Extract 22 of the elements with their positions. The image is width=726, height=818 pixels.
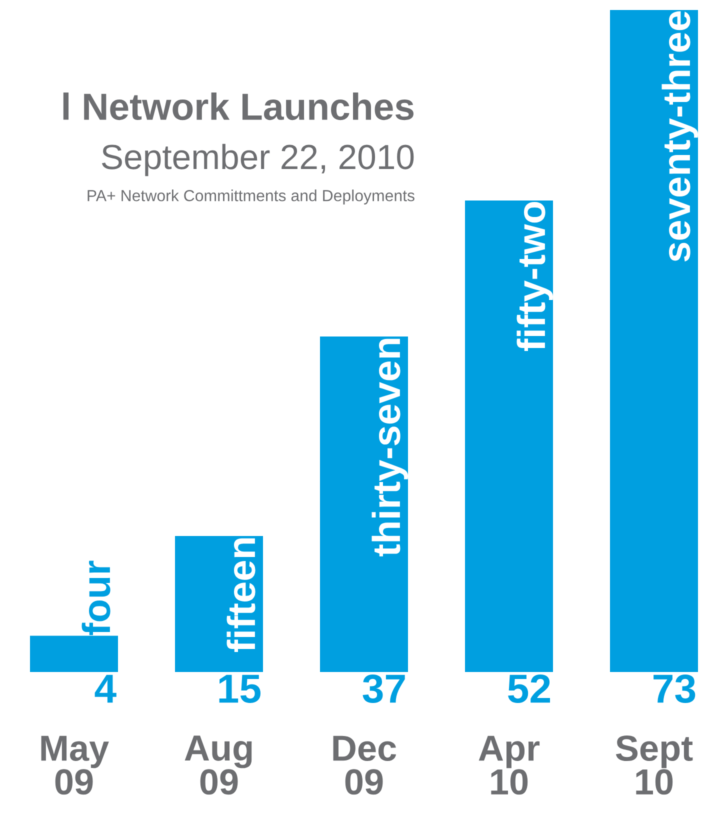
annotation: seventy-three: [662, 11, 698, 262]
bar: [610, 10, 698, 672]
data-label: 37: [362, 674, 405, 704]
annotation: four: [82, 560, 110, 636]
bar: [465, 200, 553, 672]
x-tick-label: May 09: [41, 736, 109, 795]
x-tick-label: Apr 10: [478, 736, 540, 795]
bar: [30, 636, 118, 672]
annotation: fifty-two: [516, 202, 553, 351]
text: September 22, 2010: [102, 144, 414, 176]
annotation: PA+ Network Committments and Deployments: [88, 190, 414, 204]
bar: [320, 336, 408, 672]
annotation: thirty-seven: [372, 338, 408, 556]
data-label: 52: [508, 674, 550, 703]
data-label: 15: [219, 674, 260, 703]
x-tick-label: Sept 10: [616, 735, 693, 795]
text: l Network Launches: [63, 92, 414, 120]
data-label: 4: [94, 674, 116, 703]
annotation: fifteen: [226, 538, 256, 652]
x-tick-label: Dec 09: [333, 736, 396, 795]
x-tick-label: Aug 09: [184, 736, 252, 795]
data-label: 73: [654, 674, 696, 704]
